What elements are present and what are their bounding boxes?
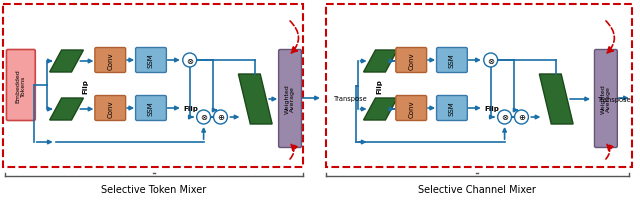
Circle shape: [214, 110, 227, 124]
Text: ⊗: ⊗: [501, 113, 508, 122]
FancyBboxPatch shape: [396, 96, 427, 121]
Text: Transpose: Transpose: [333, 95, 367, 102]
Polygon shape: [364, 51, 397, 73]
Text: Conv: Conv: [108, 100, 113, 117]
Circle shape: [515, 110, 529, 124]
FancyBboxPatch shape: [396, 48, 427, 73]
Text: SSM: SSM: [148, 53, 154, 68]
Bar: [3, 5, 303, 167]
Polygon shape: [50, 99, 83, 120]
Text: Selective Token Mixer: Selective Token Mixer: [101, 184, 207, 194]
Text: Embedded
Tokens: Embedded Tokens: [15, 69, 26, 102]
FancyBboxPatch shape: [6, 50, 35, 121]
Text: Conv: Conv: [408, 100, 414, 117]
Text: Flip: Flip: [484, 105, 499, 111]
Text: ⊕: ⊕: [518, 113, 525, 122]
Text: SSM: SSM: [148, 101, 154, 116]
FancyBboxPatch shape: [95, 96, 125, 121]
Text: Selective Channel Mixer: Selective Channel Mixer: [418, 184, 536, 194]
Text: Conv: Conv: [408, 52, 414, 70]
Circle shape: [196, 110, 211, 124]
Circle shape: [484, 54, 498, 68]
Text: Flip: Flip: [83, 79, 88, 94]
Text: Conv: Conv: [108, 52, 113, 70]
FancyBboxPatch shape: [595, 50, 618, 148]
Circle shape: [183, 54, 196, 68]
Text: ⊗: ⊗: [200, 113, 207, 122]
Text: SSM: SSM: [449, 53, 455, 68]
Text: Weighted
Average: Weighted Average: [285, 84, 296, 113]
Circle shape: [498, 110, 511, 124]
Text: ⊕: ⊕: [217, 113, 224, 122]
Polygon shape: [238, 75, 272, 124]
Polygon shape: [364, 99, 397, 120]
Text: Weighted
Average: Weighted Average: [600, 84, 611, 113]
Text: ⊗: ⊗: [487, 56, 494, 65]
FancyBboxPatch shape: [136, 48, 166, 73]
FancyBboxPatch shape: [95, 48, 125, 73]
Text: SSM: SSM: [449, 101, 455, 116]
Text: Flip: Flip: [183, 105, 198, 111]
Text: Flip: Flip: [376, 79, 383, 94]
FancyBboxPatch shape: [136, 96, 166, 121]
Polygon shape: [50, 51, 83, 73]
Text: Transpose: Transpose: [598, 96, 632, 102]
Polygon shape: [540, 75, 573, 124]
Bar: [326, 5, 632, 167]
FancyBboxPatch shape: [278, 50, 301, 148]
FancyBboxPatch shape: [436, 96, 467, 121]
Text: ⊗: ⊗: [186, 56, 193, 65]
FancyBboxPatch shape: [436, 48, 467, 73]
